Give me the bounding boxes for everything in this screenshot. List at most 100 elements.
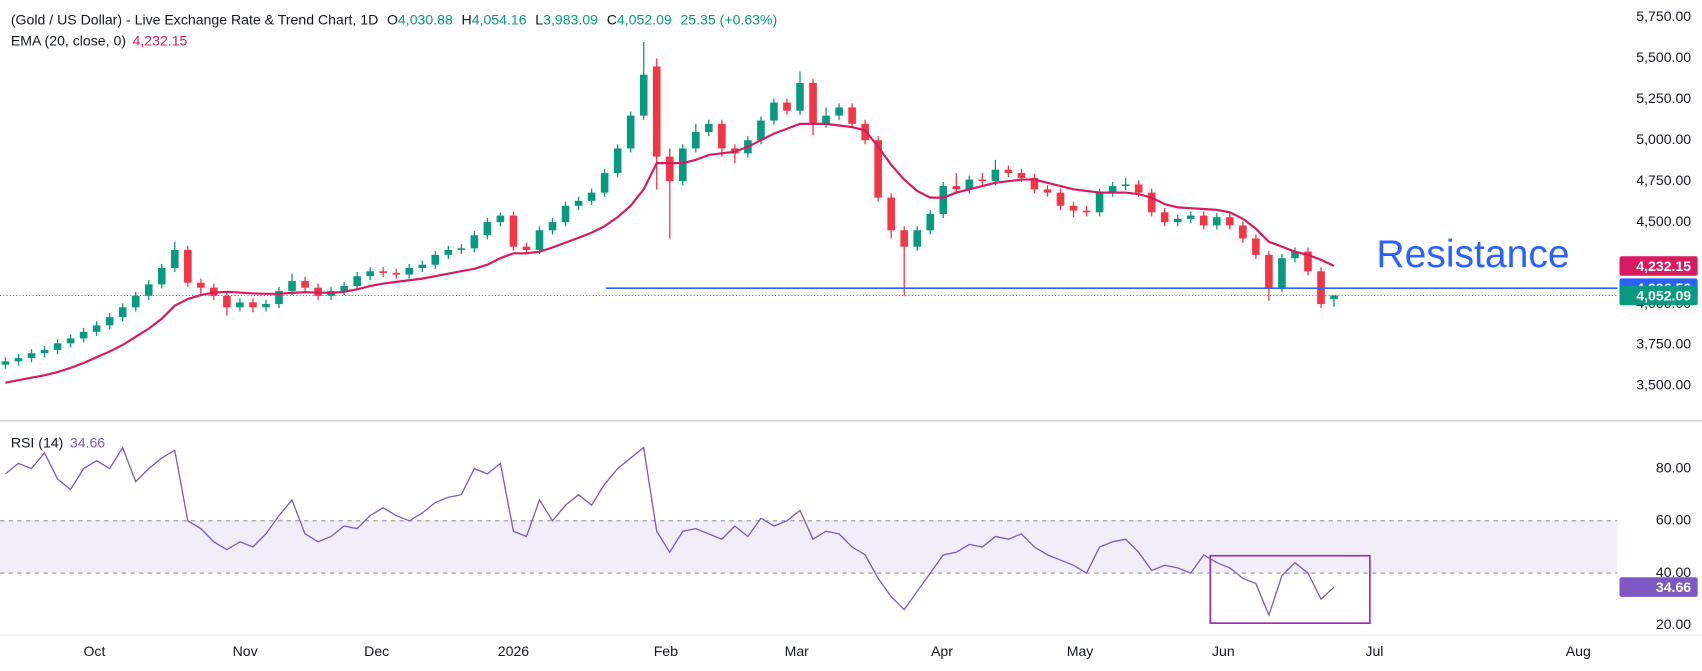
candle-body — [470, 235, 479, 249]
rsi-line — [5, 446, 1335, 617]
candle-body — [952, 186, 961, 190]
candle-body — [157, 267, 166, 285]
x-tick-label: May — [1067, 643, 1095, 659]
price-label-box — [1619, 577, 1698, 597]
rsi-name: RSI (14) — [11, 434, 63, 450]
candle-body — [626, 115, 635, 149]
candle-body — [184, 249, 192, 283]
candle-body — [757, 120, 765, 141]
candle-body — [809, 82, 817, 124]
candle-body — [1030, 177, 1039, 190]
candle-body — [1160, 212, 1169, 223]
candle-body — [548, 222, 557, 231]
candle-body — [301, 281, 309, 288]
y-tick-label: 5,750.00 — [1636, 8, 1691, 24]
candle-body — [340, 286, 348, 291]
legend-key: C — [607, 11, 617, 27]
candle-body — [874, 140, 882, 198]
candle-body — [170, 249, 179, 268]
candle-body — [131, 295, 140, 308]
candle-body — [496, 215, 505, 223]
candle-body — [692, 132, 700, 149]
candle-body — [1134, 184, 1143, 193]
candle-body — [1186, 215, 1195, 219]
candle-body — [1226, 217, 1234, 226]
y-tick-label: 4,500.00 — [1636, 213, 1691, 229]
candle-body — [27, 353, 36, 359]
candle-body — [40, 349, 49, 354]
candle-body — [978, 179, 987, 182]
candle-body — [1239, 225, 1247, 239]
candle-body — [1199, 215, 1208, 226]
candle-body — [848, 107, 856, 124]
legend-key: O — [387, 11, 398, 27]
x-tick-label: Oct — [83, 643, 105, 659]
candle-body — [600, 172, 609, 193]
candle-body — [249, 302, 257, 308]
x-tick-label: Mar — [785, 643, 810, 659]
candle-body — [561, 205, 570, 223]
candle-body — [1108, 186, 1117, 193]
candle-body — [79, 331, 88, 339]
candle-body — [92, 325, 101, 332]
candle-body — [223, 295, 231, 308]
candle-body — [900, 230, 909, 247]
y-tick-label: 5,500.00 — [1636, 49, 1691, 65]
chart-title: (Gold / US Dollar) - Live Exchange Rate … — [11, 11, 378, 27]
candle-body — [835, 107, 843, 116]
candle-body — [1069, 205, 1078, 211]
candle-body — [965, 179, 974, 190]
candle-body — [535, 230, 544, 250]
candle-body — [105, 317, 114, 326]
candle-body — [522, 246, 531, 250]
price-label-box — [1619, 256, 1698, 276]
candle-body — [1252, 238, 1260, 255]
x-tick-label: Nov — [233, 643, 258, 659]
candle-body — [392, 272, 401, 275]
candle-body — [652, 66, 661, 157]
candle-body — [678, 148, 687, 182]
candle-body — [1043, 189, 1052, 193]
candle-body — [705, 123, 713, 133]
legend-key: L — [535, 11, 543, 27]
candle-body — [574, 200, 583, 206]
highlight-box — [1209, 554, 1371, 624]
candle-body — [1, 361, 10, 365]
candle-body — [887, 197, 895, 231]
candle-body — [1278, 258, 1286, 288]
candle-body — [405, 267, 414, 275]
legend-value: 3,983.09 — [543, 11, 598, 27]
x-tick-label: Jun — [1212, 643, 1235, 659]
candle-body — [613, 148, 622, 173]
candle-body — [587, 192, 596, 201]
candle-body — [783, 102, 791, 111]
candle-body — [509, 215, 518, 247]
candle-body — [144, 284, 153, 296]
x-tick-label: Feb — [654, 643, 678, 659]
candle-body — [1095, 192, 1104, 213]
candle-body — [444, 249, 453, 255]
candle-body — [53, 343, 62, 350]
candle-body — [1330, 295, 1338, 299]
x-tick-label: Apr — [931, 643, 953, 659]
candle-body — [236, 302, 244, 308]
candle-body — [1304, 251, 1312, 272]
price-label: 4,232.15 — [1636, 258, 1691, 274]
y-tick-label: 5,000.00 — [1636, 131, 1691, 147]
y-tick-label: 5,250.00 — [1636, 90, 1691, 106]
y-tick-label: 80.00 — [1656, 459, 1691, 475]
candle-body — [913, 230, 922, 247]
legend-change: 25.35 (+0.63%) — [680, 11, 777, 27]
price-label: 4,052.09 — [1636, 287, 1691, 303]
candle-body — [457, 248, 466, 250]
candle-body — [1056, 192, 1065, 206]
resistance-annotation: Resistance — [1376, 233, 1569, 276]
legend-value: 4,054.16 — [472, 11, 527, 27]
x-tick-label: Jul — [1365, 643, 1383, 659]
candle-body — [991, 169, 1000, 182]
y-tick-label: 4,750.00 — [1636, 172, 1691, 188]
price-label: 34.66 — [1656, 579, 1691, 595]
header-legend: (Gold / US Dollar) - Live Exchange Rate … — [11, 11, 777, 27]
indicator-name: EMA (20, close, 0) — [11, 32, 126, 48]
candle-body — [431, 254, 440, 265]
